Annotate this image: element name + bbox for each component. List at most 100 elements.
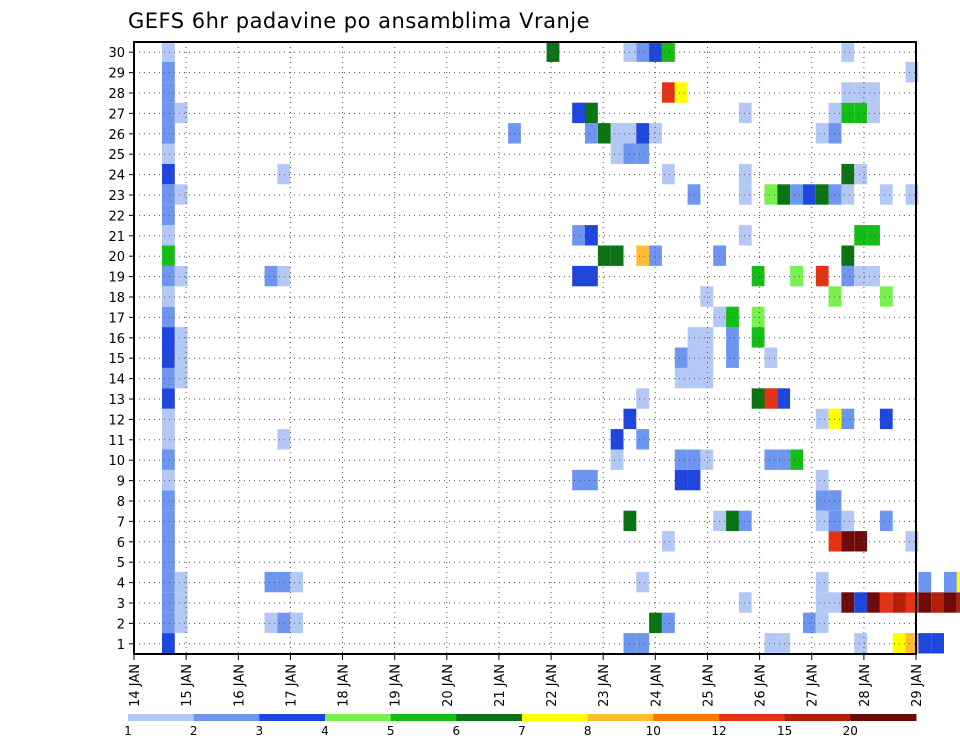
x-tick-label: 14 JAN [128,664,143,707]
x-tick-label: 29 JAN [910,664,925,707]
heatmap-cell [174,102,188,124]
heatmap-cell [572,265,585,287]
legend-swatch [193,714,260,721]
legend-swatch [850,714,917,721]
heatmap-cell [610,245,624,266]
heatmap-cell [162,41,175,62]
heatmap-cell [162,123,175,144]
heatmap-cell [726,347,739,368]
heatmap-cell [597,245,611,266]
heatmap-cell [841,265,855,287]
heatmap-cell [585,225,598,246]
heatmap-cell [879,592,893,613]
legend-label: 8 [584,724,592,738]
legend-swatch [784,714,851,721]
heatmap-cell [841,245,855,266]
heatmap-cell [662,612,675,634]
heatmap-cell [636,429,650,450]
heatmap-cell [162,61,175,83]
heatmap-cell [726,327,739,348]
heatmap-cell [700,449,714,470]
heatmap-cell [944,571,957,593]
x-tick-label: 25 JAN [702,664,717,707]
x-tick-label: 21 JAN [493,664,508,707]
heatmap-cell [290,612,303,634]
heatmap-cell [674,449,688,470]
heatmap-cell [828,102,842,124]
heatmap-cell [879,510,893,532]
heatmap-cell [610,449,624,470]
y-tick-label: 26 [108,128,125,143]
y-tick-label: 17 [108,311,125,326]
heatmap-cell [751,306,765,328]
heatmap-cell [585,265,598,287]
legend-swatch [456,714,523,721]
heatmap-cell [674,82,688,103]
heatmap-cell [277,612,291,634]
heatmap-cell [931,633,944,654]
heatmap-cell [841,163,855,185]
heatmap-cell [867,265,880,287]
heatmap-cell [841,41,855,62]
x-tick-label: 24 JAN [649,664,664,707]
heatmap-cell [174,265,188,287]
y-tick-label: 11 [108,434,125,449]
heatmap-cell [162,82,175,103]
heatmap-cell [546,41,560,62]
x-tick-label: 15 JAN [180,664,195,707]
legend-swatch [587,714,654,721]
heatmap-cell [572,102,585,124]
legend-label: 3 [255,724,263,738]
legend-label: 6 [452,724,460,738]
heatmap-cell [264,612,278,634]
heatmap-cell [777,184,791,205]
heatmap-cell [918,571,932,593]
heatmap-cell [841,510,855,532]
heatmap-cell [162,327,175,348]
x-tick-label: 20 JAN [441,664,456,707]
heatmap-cell [162,429,175,450]
heatmap-cell [687,367,701,389]
heatmap-cell [162,225,175,246]
legend-swatch [259,714,326,721]
heatmap-cell [174,184,188,205]
heatmap-cell [867,102,880,124]
heatmap-cell [841,82,855,103]
heatmap-cell [790,449,803,470]
heatmap-cell [572,469,585,491]
heatmap-cell [162,347,175,368]
y-tick-label: 28 [108,87,125,102]
heatmap-cells [162,41,960,654]
heatmap-cell [700,327,714,348]
heatmap-cell [854,531,868,552]
heatmap-cell [162,551,175,572]
heatmap-cell [174,612,188,634]
heatmap-cell [610,429,624,450]
heatmap-cell [162,633,175,654]
heatmap-cell [879,408,893,430]
y-tick-label: 15 [108,352,125,367]
heatmap-cell [815,408,829,430]
heatmap-cell [815,490,829,511]
heatmap-cell [636,633,650,654]
y-tick-label: 23 [108,189,125,204]
heatmap-cell [162,531,175,552]
heatmap-cell [277,571,291,593]
heatmap-cell [854,265,868,287]
heatmap-cell [841,102,855,124]
heatmap-cell [777,449,791,470]
heatmap-cell [662,531,675,552]
heatmap-cell [264,571,278,593]
heatmap-cell [687,469,701,491]
x-tick-label: 23 JAN [597,664,612,707]
color-legend: 1 2 3 4 5 6 7 8 10 12 15 20 [124,714,917,738]
heatmap-cell [790,184,803,205]
heatmap-cell [751,388,765,409]
heatmap-cell [174,592,188,613]
heatmap-cell [662,41,675,62]
heatmap-cell [738,184,752,205]
y-tick-label: 5 [117,556,125,571]
heatmap-cell [162,490,175,511]
heatmap-cell [738,225,752,246]
heatmap-cell [815,571,829,593]
